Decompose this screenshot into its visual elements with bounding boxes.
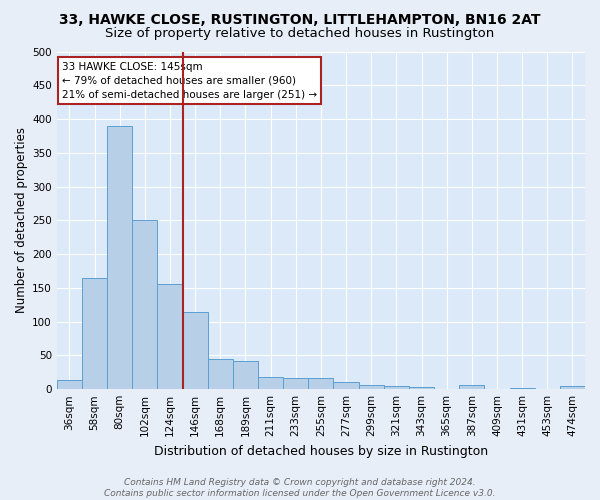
X-axis label: Distribution of detached houses by size in Rustington: Distribution of detached houses by size …	[154, 444, 488, 458]
Bar	[359, 385, 384, 389]
Bar	[208, 359, 233, 389]
Bar	[182, 312, 208, 389]
Bar	[484, 388, 509, 389]
Text: 33 HAWKE CLOSE: 145sqm
← 79% of detached houses are smaller (960)
21% of semi-de: 33 HAWKE CLOSE: 145sqm ← 79% of detached…	[62, 62, 317, 100]
Bar	[258, 377, 283, 389]
Bar	[82, 278, 107, 389]
Bar	[384, 386, 409, 389]
Bar	[57, 380, 82, 389]
Bar	[409, 387, 434, 389]
Text: 33, HAWKE CLOSE, RUSTINGTON, LITTLEHAMPTON, BN16 2AT: 33, HAWKE CLOSE, RUSTINGTON, LITTLEHAMPT…	[59, 12, 541, 26]
Bar	[560, 386, 585, 389]
Text: Size of property relative to detached houses in Rustington: Size of property relative to detached ho…	[106, 28, 494, 40]
Bar	[132, 220, 157, 389]
Bar	[233, 361, 258, 389]
Bar	[107, 126, 132, 389]
Bar	[283, 378, 308, 389]
Bar	[509, 388, 535, 389]
Bar	[334, 382, 359, 389]
Y-axis label: Number of detached properties: Number of detached properties	[15, 128, 28, 314]
Text: Contains HM Land Registry data © Crown copyright and database right 2024.
Contai: Contains HM Land Registry data © Crown c…	[104, 478, 496, 498]
Bar	[308, 378, 334, 389]
Bar	[157, 284, 182, 389]
Bar	[459, 385, 484, 389]
